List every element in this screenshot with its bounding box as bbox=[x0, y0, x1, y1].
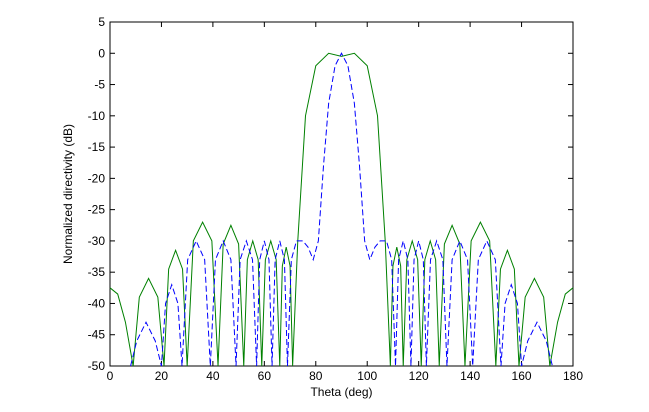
x-tick-label: 120 bbox=[409, 369, 429, 383]
x-tick-label: 140 bbox=[460, 369, 480, 383]
y-tick-label: -45 bbox=[88, 328, 106, 342]
y-tick-label: -25 bbox=[88, 203, 106, 217]
series-line bbox=[109, 52, 574, 367]
y-tick-label: 0 bbox=[98, 46, 105, 60]
y-axis-label: Normalized directivity (dB) bbox=[61, 124, 75, 264]
y-tick-label: -15 bbox=[88, 140, 106, 154]
y-tick-label: -5 bbox=[94, 78, 105, 92]
x-tick-label: 40 bbox=[206, 369, 220, 383]
y-tick-label: -50 bbox=[88, 359, 106, 373]
x-tick-label: 160 bbox=[512, 369, 532, 383]
series-line bbox=[130, 52, 553, 367]
y-tick-label: -30 bbox=[88, 234, 106, 248]
y-tick-label: -40 bbox=[88, 296, 106, 310]
x-tick-label: 0 bbox=[107, 369, 114, 383]
y-tick-label: -20 bbox=[88, 171, 106, 185]
x-tick-label: 60 bbox=[258, 369, 272, 383]
y-tick-label: 5 bbox=[98, 15, 105, 29]
x-tick-label: 100 bbox=[357, 369, 377, 383]
x-tick-label: 180 bbox=[563, 369, 583, 383]
y-tick-label: -10 bbox=[88, 109, 106, 123]
x-tick-label: 20 bbox=[155, 369, 169, 383]
x-axis-label: Theta (deg) bbox=[310, 385, 372, 399]
x-tick-label: 80 bbox=[309, 369, 323, 383]
plot-frame bbox=[109, 21, 574, 367]
y-tick-label: -35 bbox=[88, 265, 106, 279]
